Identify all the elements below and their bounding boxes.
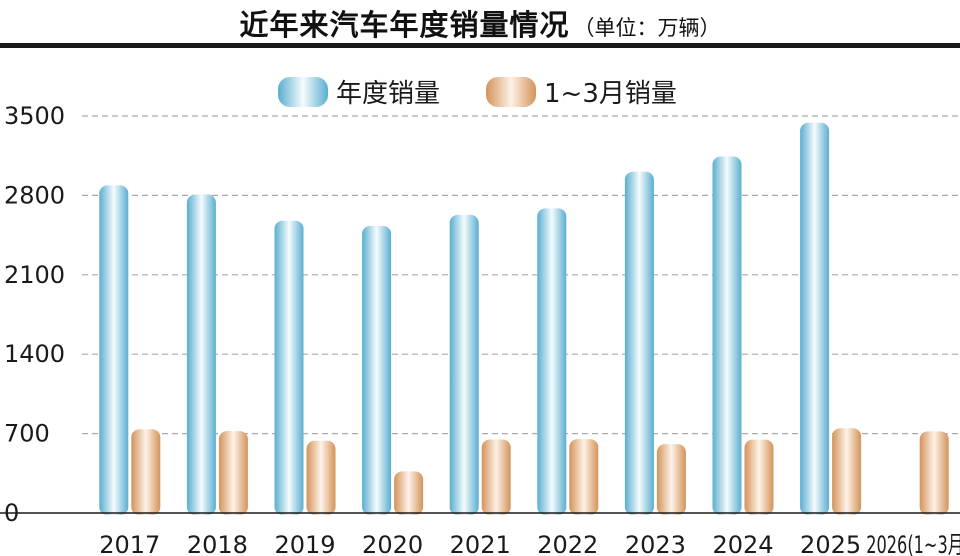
bar-q1-sales (656, 444, 686, 515)
x-category-label: 2017 (99, 531, 160, 556)
y-tick-label: 3500 (4, 102, 65, 130)
y-tick-label: 2800 (4, 181, 65, 209)
x-category-label: 2025 (800, 531, 861, 556)
legend-swatch-q1 (486, 77, 536, 107)
bars (99, 122, 949, 516)
x-category-label: 2021 (450, 531, 511, 556)
bar-q1-sales (744, 439, 774, 515)
legend-swatch-annual (278, 77, 328, 107)
x-category-label: 2018 (187, 531, 248, 556)
x-category-label: 2020 (362, 531, 423, 556)
title-underline (0, 43, 960, 48)
legend: 年度销量 1~3月销量 (278, 77, 677, 109)
bar-annual-sales (362, 225, 392, 515)
bar-annual-sales (99, 185, 129, 516)
x-category-label: 2023 (625, 531, 686, 556)
bar-q1-sales (394, 471, 424, 515)
x-category-label: 2026(1~3月) (866, 531, 960, 556)
bar-annual-sales (537, 208, 567, 515)
bar-annual-sales (186, 194, 216, 516)
bar-q1-sales (832, 428, 862, 515)
bar-q1-sales (131, 429, 161, 515)
x-category-label: 2024 (712, 531, 773, 556)
chart-unit-subtitle: （单位：万辆） (573, 16, 721, 40)
bar-q1-sales (306, 440, 336, 515)
bar-q1-sales (481, 439, 511, 515)
bar-annual-sales (624, 171, 654, 516)
x-category-label: 2022 (537, 531, 598, 556)
y-tick-label: 700 (4, 420, 50, 448)
bar-q1-sales (919, 431, 949, 515)
bar-annual-sales (800, 122, 830, 515)
bar-annual-sales (274, 220, 304, 515)
bar-annual-sales (449, 214, 479, 515)
y-tick-label: 2100 (4, 261, 65, 289)
legend-label-q1: 1~3月销量 (544, 79, 677, 109)
bar-annual-sales (712, 156, 742, 515)
bar-q1-sales (218, 431, 248, 515)
y-tick-label: 1400 (4, 340, 65, 368)
x-category-label: 2019 (274, 531, 335, 556)
chart-title-bar: 近年来汽车年度销量情况 （单位：万辆） (0, 2, 960, 42)
bar-q1-sales (569, 439, 599, 515)
x-axis: 2017 2018 2019 2020 2021 2022 2023 2024 2025 2026… (0, 512, 960, 556)
legend-label-annual: 年度销量 (336, 79, 440, 109)
chart-title: 近年来汽车年度销量情况 (239, 8, 570, 42)
